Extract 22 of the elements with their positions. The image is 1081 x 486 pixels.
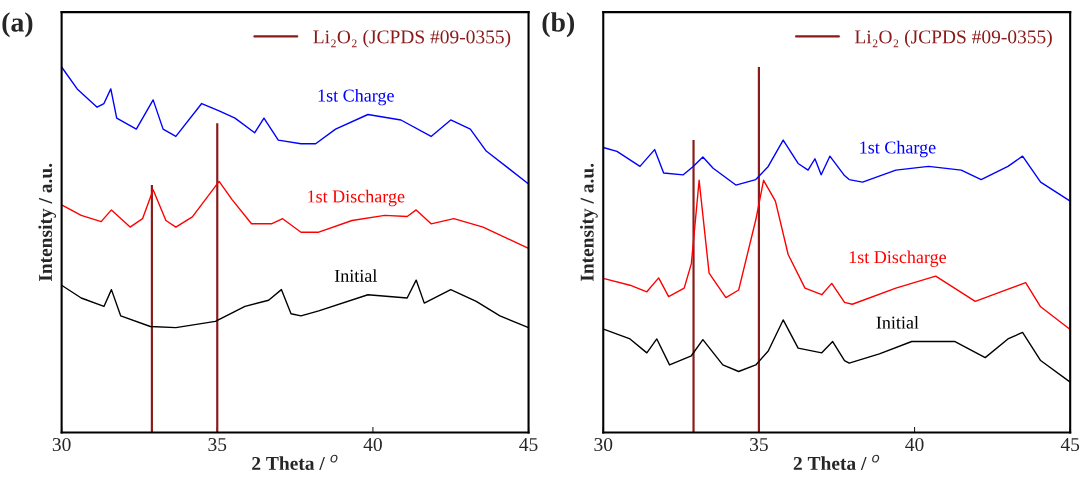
x-axis-title: 2 Theta / $^{o}$	[252, 454, 338, 471]
x-tick-label: 45	[1060, 438, 1080, 452]
chart-title: (a)	[2, 12, 33, 38]
series-label: 1st Discharge	[308, 189, 405, 207]
legend-label: Li₂O₂ (JCPDS #09-0355)	[313, 29, 511, 48]
series-label: Initial	[334, 269, 377, 282]
x-tick-label: 40	[905, 437, 924, 452]
series-label: 1st Discharge	[849, 250, 947, 267]
x-tick-label: 45	[519, 438, 538, 452]
y-axis-title: Intensity / a.u.	[38, 163, 57, 282]
x-tick-label: 30	[594, 437, 613, 452]
y-axis-title: Intensity / a.u.	[580, 163, 598, 282]
x-tick-label: 40	[363, 437, 382, 452]
legend-label: Li₂O₂ (JCPDS #09-0355)	[854, 29, 1052, 48]
chart-title: (b)	[542, 12, 575, 38]
x-tick-label: 35	[750, 438, 768, 452]
series-label: Initial	[876, 316, 919, 329]
x-tick-label: 30	[52, 437, 71, 452]
x-axis-title: 2 Theta / $^{o}$	[793, 454, 880, 471]
x-tick-label: 35	[208, 438, 227, 452]
series-label: 1st Charge	[860, 140, 936, 158]
series-label: 1st Charge	[318, 88, 394, 106]
